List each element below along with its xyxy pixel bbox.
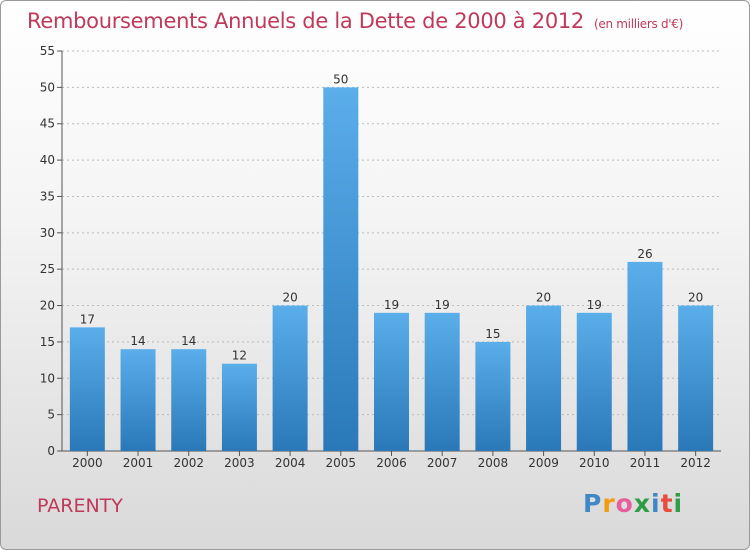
logo-letter: r — [602, 489, 616, 518]
x-tick-label: 2005 — [326, 456, 357, 470]
x-tick-label: 2009 — [528, 456, 559, 470]
bar — [171, 349, 207, 451]
x-tick-label: 2011 — [630, 456, 661, 470]
logo-letter: x — [633, 489, 651, 518]
x-tick-label: 2002 — [173, 456, 204, 470]
y-tick-label: 5 — [47, 408, 55, 422]
x-tick-label: 2012 — [680, 456, 711, 470]
bar — [69, 327, 105, 451]
x-tick-label: 2003 — [224, 456, 255, 470]
y-tick-label: 45 — [40, 117, 55, 131]
data-label: 15 — [485, 327, 500, 341]
data-label: 20 — [688, 291, 703, 305]
data-label: 20 — [282, 291, 297, 305]
y-tick-label: 25 — [40, 262, 55, 276]
proxiti-logo: Proxiti — [583, 489, 683, 518]
y-tick-label: 50 — [40, 80, 55, 94]
x-tick-label: 2006 — [376, 456, 407, 470]
y-tick-label: 30 — [40, 226, 55, 240]
logo-letter: o — [615, 489, 634, 518]
x-tick-label: 2004 — [275, 456, 306, 470]
bar — [120, 349, 156, 451]
commune-name: PARENTY — [37, 495, 123, 517]
logo-letter: i — [651, 489, 661, 518]
bar — [526, 305, 562, 451]
data-label: 20 — [536, 291, 551, 305]
x-tick-label: 2001 — [123, 456, 154, 470]
bar — [475, 341, 511, 451]
logo-letter: t — [660, 489, 674, 518]
bar — [323, 87, 359, 451]
bar — [374, 312, 409, 451]
x-tick-label: 2008 — [478, 456, 509, 470]
data-label: 17 — [80, 312, 95, 326]
y-tick-label: 20 — [40, 299, 55, 313]
data-label: 26 — [637, 247, 652, 261]
bar — [576, 312, 612, 451]
x-tick-label: 2007 — [427, 456, 458, 470]
data-label: 14 — [130, 334, 145, 348]
logo-letter: i — [673, 489, 684, 518]
x-tick-label: 2010 — [579, 456, 610, 470]
y-tick-label: 15 — [40, 335, 55, 349]
data-label: 19 — [587, 298, 602, 312]
bar — [678, 305, 714, 451]
data-label: 19 — [384, 298, 399, 312]
data-label: 14 — [181, 334, 196, 348]
bar — [627, 261, 663, 451]
y-tick-label: 40 — [40, 153, 55, 167]
y-tick-label: 55 — [40, 44, 55, 58]
y-tick-label: 0 — [47, 444, 55, 458]
y-tick-label: 10 — [40, 371, 55, 385]
bar — [424, 312, 460, 451]
data-label: 19 — [435, 298, 450, 312]
bar — [221, 363, 257, 451]
chart-title: Remboursements Annuels de la Dette de 20… — [27, 9, 684, 33]
y-tick-label: 35 — [40, 189, 55, 203]
logo-letter: P — [583, 489, 603, 518]
bar — [272, 305, 308, 451]
data-label: 12 — [232, 349, 247, 363]
chart-subtitle: (en milliers d'€) — [594, 17, 684, 31]
x-tick-label: 2000 — [72, 456, 103, 470]
data-label: 50 — [333, 72, 348, 86]
